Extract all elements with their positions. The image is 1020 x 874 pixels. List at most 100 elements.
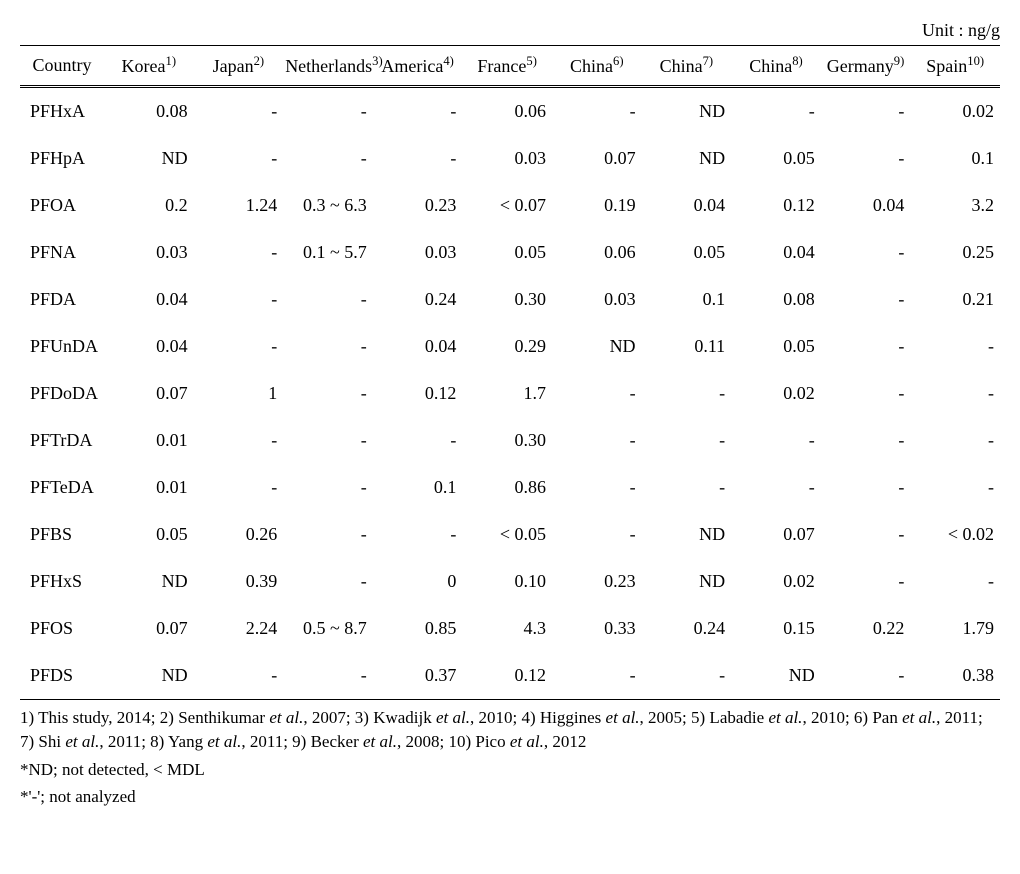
col-header-label: Korea: [122, 56, 166, 76]
value-cell: 0.06: [462, 87, 552, 136]
value-cell: ND: [642, 511, 732, 558]
pfas-table: CountryKorea1)Japan2)Netherlands3)Americ…: [20, 45, 1000, 700]
col-header-label: France: [477, 56, 526, 76]
table-row: PFTeDA0.01--0.10.86-----: [20, 464, 1000, 511]
footnote-references: 1) This study, 2014; 2) Senthikumar et a…: [20, 706, 1000, 754]
value-cell: 0.12: [373, 370, 463, 417]
value-cell: 0.1 ~ 5.7: [283, 229, 373, 276]
col-header-sup: 9): [894, 54, 905, 68]
value-cell: -: [283, 464, 373, 511]
compound-name: PFDA: [20, 276, 104, 323]
value-cell: 0.29: [462, 323, 552, 370]
value-cell: 0.08: [731, 276, 821, 323]
value-cell: 4.3: [462, 605, 552, 652]
col-header-label: Japan: [213, 56, 254, 76]
value-cell: -: [283, 652, 373, 700]
col-header-label: Netherlands: [285, 56, 372, 76]
unit-label: Unit : ng/g: [20, 20, 1000, 41]
value-cell: -: [552, 464, 642, 511]
value-cell: -: [731, 87, 821, 136]
table-row: PFUnDA0.04--0.040.29ND0.110.05--: [20, 323, 1000, 370]
value-cell: 0.04: [104, 323, 194, 370]
value-cell: 0: [373, 558, 463, 605]
footnote-dash: *'-'; not analyzed: [20, 785, 1000, 809]
value-cell: -: [552, 370, 642, 417]
table-row: PFOS0.072.240.5 ~ 8.70.854.30.330.240.15…: [20, 605, 1000, 652]
value-cell: ND: [104, 135, 194, 182]
footnotes: 1) This study, 2014; 2) Senthikumar et a…: [20, 706, 1000, 809]
col-header-country: Spain10): [910, 46, 1000, 87]
value-cell: 0.30: [462, 417, 552, 464]
col-header-label: China: [749, 56, 792, 76]
et-al: et al.: [436, 708, 470, 727]
value-cell: 0.02: [910, 87, 1000, 136]
value-cell: ND: [642, 87, 732, 136]
value-cell: -: [373, 417, 463, 464]
table-row: PFBS0.050.26--< 0.05-ND0.07-< 0.02: [20, 511, 1000, 558]
table-row: PFOA0.21.240.3 ~ 6.30.23< 0.070.190.040.…: [20, 182, 1000, 229]
value-cell: 0.07: [104, 605, 194, 652]
value-cell: 1.24: [194, 182, 284, 229]
value-cell: ND: [104, 652, 194, 700]
value-cell: -: [552, 511, 642, 558]
compound-name: PFNA: [20, 229, 104, 276]
col-header-label: Spain: [926, 56, 967, 76]
et-al: et al.: [902, 708, 936, 727]
col-header-country: Japan2): [194, 46, 284, 87]
col-header-compound: Country: [20, 46, 104, 87]
value-cell: 0.06: [552, 229, 642, 276]
compound-name: PFDS: [20, 652, 104, 700]
value-cell: 0.39: [194, 558, 284, 605]
et-al: et al.: [207, 732, 241, 751]
value-cell: 0.1: [642, 276, 732, 323]
col-header-sup: 8): [792, 54, 803, 68]
value-cell: 0.05: [104, 511, 194, 558]
value-cell: 1.79: [910, 605, 1000, 652]
value-cell: -: [821, 229, 911, 276]
value-cell: 0.03: [373, 229, 463, 276]
compound-name: PFBS: [20, 511, 104, 558]
value-cell: 0.30: [462, 276, 552, 323]
table-row: PFHxA0.08---0.06-ND--0.02: [20, 87, 1000, 136]
value-cell: 0.05: [462, 229, 552, 276]
value-cell: -: [552, 417, 642, 464]
value-cell: 0.11: [642, 323, 732, 370]
value-cell: -: [283, 276, 373, 323]
et-al: et al.: [269, 708, 303, 727]
value-cell: -: [642, 370, 732, 417]
value-cell: -: [283, 417, 373, 464]
col-header-country: France5): [462, 46, 552, 87]
value-cell: -: [194, 652, 284, 700]
value-cell: -: [283, 323, 373, 370]
value-cell: 0.2: [104, 182, 194, 229]
value-cell: 0.19: [552, 182, 642, 229]
value-cell: 0.86: [462, 464, 552, 511]
col-header-label: Country: [32, 55, 91, 75]
value-cell: 0.33: [552, 605, 642, 652]
value-cell: -: [373, 87, 463, 136]
value-cell: 0.04: [104, 276, 194, 323]
value-cell: -: [910, 323, 1000, 370]
table-row: PFDoDA0.071-0.121.7--0.02--: [20, 370, 1000, 417]
table-row: PFNA0.03-0.1 ~ 5.70.030.050.060.050.04-0…: [20, 229, 1000, 276]
value-cell: -: [821, 135, 911, 182]
value-cell: -: [283, 135, 373, 182]
value-cell: -: [552, 652, 642, 700]
value-cell: 0.1: [373, 464, 463, 511]
value-cell: -: [910, 558, 1000, 605]
compound-name: PFOS: [20, 605, 104, 652]
value-cell: 0.03: [552, 276, 642, 323]
value-cell: 0.22: [821, 605, 911, 652]
value-cell: -: [731, 417, 821, 464]
value-cell: 0.07: [731, 511, 821, 558]
et-al: et al.: [510, 732, 544, 751]
value-cell: -: [373, 511, 463, 558]
value-cell: 0.04: [731, 229, 821, 276]
value-cell: 3.2: [910, 182, 1000, 229]
value-cell: 0.12: [731, 182, 821, 229]
value-cell: ND: [552, 323, 642, 370]
compound-name: PFUnDA: [20, 323, 104, 370]
value-cell: -: [821, 370, 911, 417]
value-cell: 0.15: [731, 605, 821, 652]
compound-name: PFTeDA: [20, 464, 104, 511]
